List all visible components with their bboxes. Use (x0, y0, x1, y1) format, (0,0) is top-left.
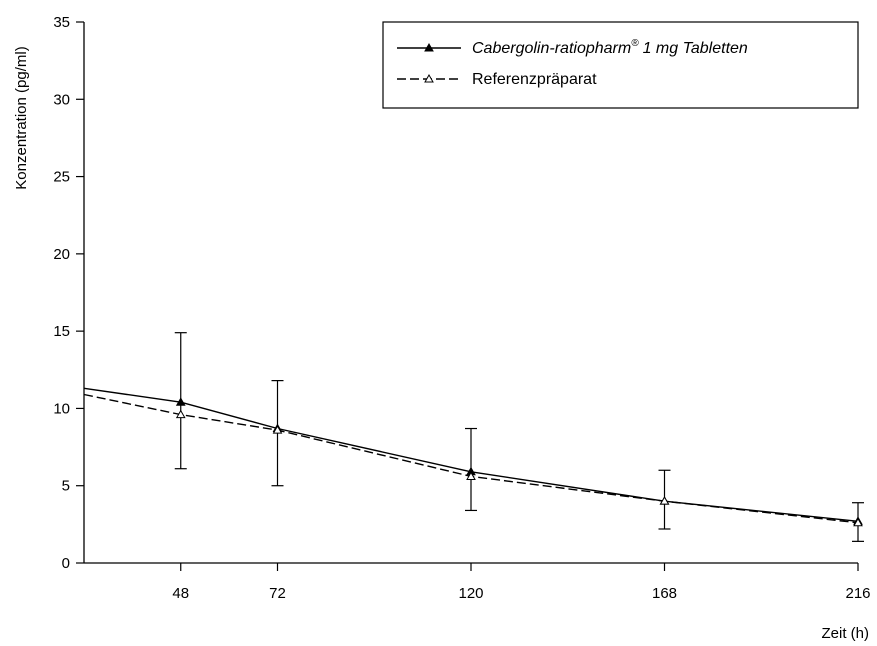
legend-marker-series-1 (424, 42, 434, 52)
x-tick-label: 168 (652, 585, 677, 602)
data-point (659, 496, 670, 505)
series-line (83, 393, 859, 524)
series-layer (83, 332, 864, 542)
x-axis: 48 72 120 168 216 (84, 562, 871, 602)
y-tick-label: 30 (53, 91, 70, 108)
y-tick-label: 10 (53, 400, 70, 417)
y-tick-label: 0 (62, 555, 70, 572)
legend-label-series-1: Cabergolin-ratiopharm® 1 mg Tabletten (472, 38, 748, 57)
legend-series-1-registered: ® (631, 38, 639, 49)
y-axis: 0 5 10 15 20 25 30 35 (53, 14, 85, 572)
data-point (466, 471, 476, 480)
legend-marker-series-2 (424, 73, 434, 83)
legend-series-1-suffix: 1 mg Tabletten (643, 40, 748, 57)
y-tick-label: 25 (53, 169, 70, 186)
data-point (272, 425, 283, 434)
y-axis-title: Konzentration (pg/ml) (13, 46, 30, 189)
legend-label-series-2: Referenzpräparat (472, 71, 597, 88)
legend: Cabergolin-ratiopharm® 1 mg Tabletten Ref… (382, 21, 859, 109)
x-tick-label: 72 (269, 585, 286, 602)
legend-box (382, 21, 859, 109)
series-line (83, 387, 859, 522)
x-tick-label: 216 (845, 585, 870, 602)
y-tick-label: 20 (53, 246, 70, 263)
y-tick-label: 5 (62, 478, 70, 495)
legend-entries (397, 42, 461, 83)
x-tick-label: 120 (458, 585, 483, 602)
series-2 (83, 393, 863, 527)
data-point (175, 409, 186, 419)
data-point (853, 517, 863, 527)
data-point (175, 397, 186, 406)
series-1 (83, 332, 864, 542)
x-axis-title: Zeit (h) (821, 625, 869, 642)
y-tick-label: 15 (53, 323, 70, 340)
legend-series-1-name: Cabergolin-ratiopharm (472, 40, 631, 57)
x-tick-label: 48 (172, 585, 189, 602)
y-tick-label: 35 (53, 14, 70, 31)
